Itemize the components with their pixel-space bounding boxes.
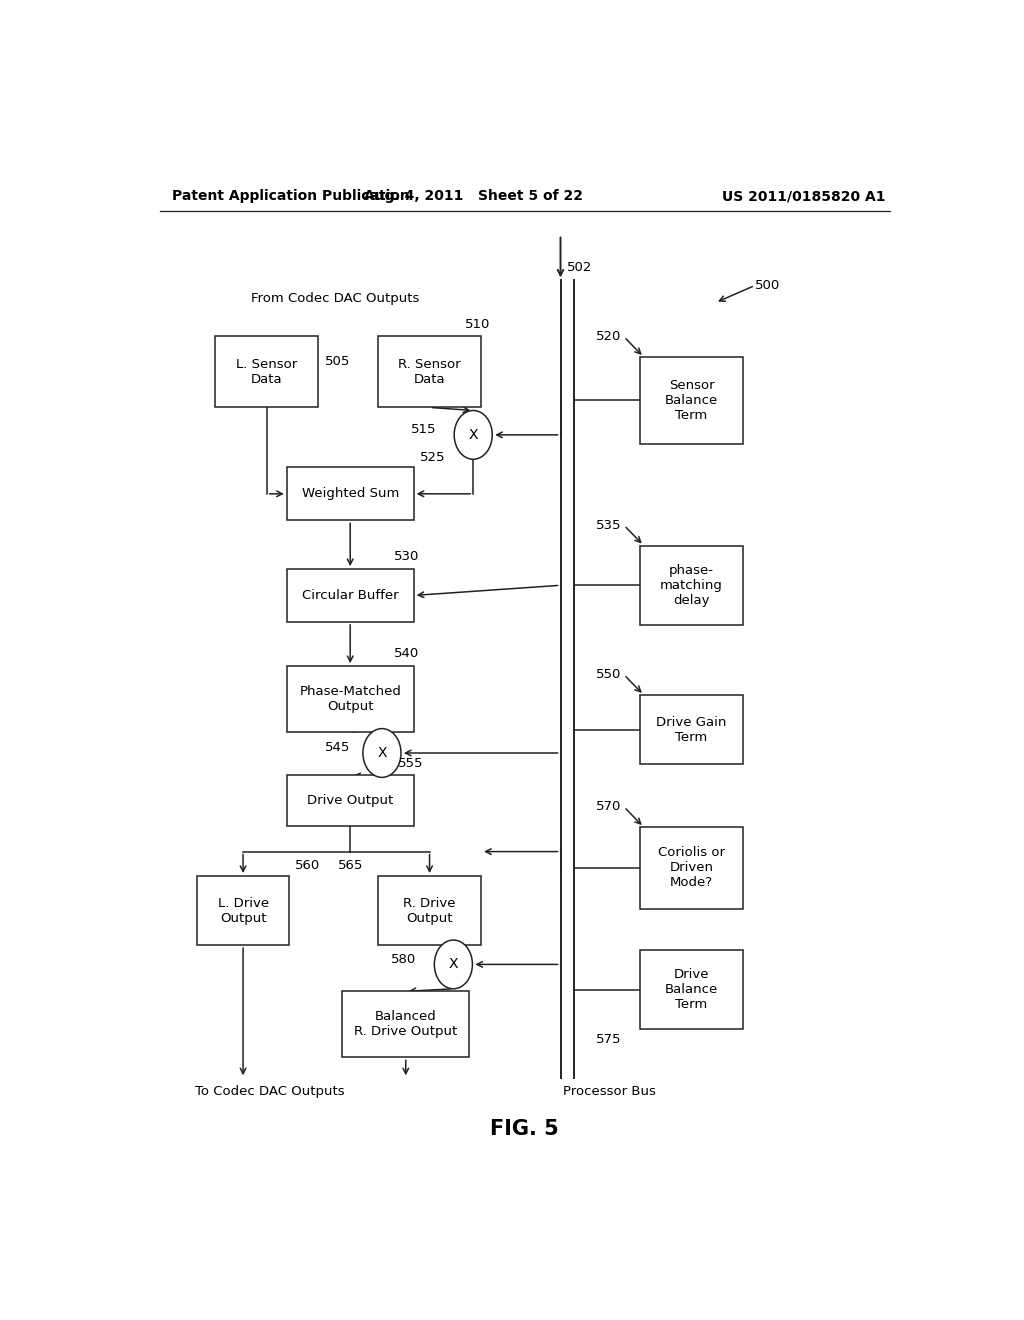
Text: Weighted Sum: Weighted Sum <box>301 487 399 500</box>
Text: 540: 540 <box>394 647 419 660</box>
Text: 520: 520 <box>596 330 622 343</box>
Text: 502: 502 <box>567 260 592 273</box>
Text: X: X <box>377 746 387 760</box>
Text: R. Drive
Output: R. Drive Output <box>403 896 456 924</box>
FancyBboxPatch shape <box>640 696 743 764</box>
Text: 505: 505 <box>325 355 350 368</box>
Text: From Codec DAC Outputs: From Codec DAC Outputs <box>251 292 420 305</box>
Text: 565: 565 <box>338 859 364 873</box>
FancyBboxPatch shape <box>378 337 481 408</box>
Text: Circular Buffer: Circular Buffer <box>302 589 398 602</box>
FancyBboxPatch shape <box>215 337 318 408</box>
Text: Drive Gain
Term: Drive Gain Term <box>656 715 727 743</box>
Text: Drive Output: Drive Output <box>307 795 393 808</box>
Text: 585: 585 <box>441 973 467 986</box>
FancyBboxPatch shape <box>640 828 743 908</box>
Text: 560: 560 <box>295 859 321 873</box>
Text: 555: 555 <box>397 756 423 770</box>
Text: L. Drive
Output: L. Drive Output <box>217 896 268 924</box>
Circle shape <box>455 411 493 459</box>
Text: 570: 570 <box>596 800 622 813</box>
FancyBboxPatch shape <box>287 775 414 826</box>
Text: 510: 510 <box>465 318 490 330</box>
FancyBboxPatch shape <box>198 876 289 945</box>
Text: 580: 580 <box>391 953 416 966</box>
Text: FIG. 5: FIG. 5 <box>490 1119 559 1139</box>
FancyBboxPatch shape <box>378 876 481 945</box>
Text: US 2011/0185820 A1: US 2011/0185820 A1 <box>722 189 886 203</box>
Text: Processor Bus: Processor Bus <box>563 1085 655 1098</box>
Text: Sensor
Balance
Term: Sensor Balance Term <box>665 379 718 422</box>
Text: 545: 545 <box>325 742 350 755</box>
FancyBboxPatch shape <box>640 358 743 444</box>
Text: 550: 550 <box>596 668 622 681</box>
Text: 530: 530 <box>394 550 419 564</box>
Text: Phase-Matched
Output: Phase-Matched Output <box>299 685 401 713</box>
Text: R. Sensor
Data: R. Sensor Data <box>398 358 461 385</box>
Text: 500: 500 <box>755 279 780 292</box>
Text: L. Sensor
Data: L. Sensor Data <box>237 358 298 385</box>
Text: 525: 525 <box>420 450 445 463</box>
Text: 535: 535 <box>596 519 622 532</box>
FancyBboxPatch shape <box>287 467 414 520</box>
Text: X: X <box>468 428 478 442</box>
Text: Patent Application Publication: Patent Application Publication <box>172 189 410 203</box>
Text: 575: 575 <box>596 1034 622 1047</box>
Text: 515: 515 <box>411 424 436 437</box>
Text: Aug. 4, 2011   Sheet 5 of 22: Aug. 4, 2011 Sheet 5 of 22 <box>364 189 583 203</box>
Circle shape <box>362 729 401 777</box>
FancyBboxPatch shape <box>287 569 414 622</box>
Text: Balanced
R. Drive Output: Balanced R. Drive Output <box>354 1010 458 1039</box>
FancyBboxPatch shape <box>287 667 414 733</box>
Text: phase-
matching
delay: phase- matching delay <box>660 564 723 607</box>
Text: X: X <box>449 957 458 972</box>
Text: To Codec DAC Outputs: To Codec DAC Outputs <box>196 1085 345 1098</box>
FancyBboxPatch shape <box>640 950 743 1030</box>
FancyBboxPatch shape <box>640 545 743 624</box>
Text: Coriolis or
Driven
Mode?: Coriolis or Driven Mode? <box>658 846 725 890</box>
FancyBboxPatch shape <box>342 991 469 1057</box>
Text: Drive
Balance
Term: Drive Balance Term <box>665 969 718 1011</box>
Circle shape <box>434 940 472 989</box>
